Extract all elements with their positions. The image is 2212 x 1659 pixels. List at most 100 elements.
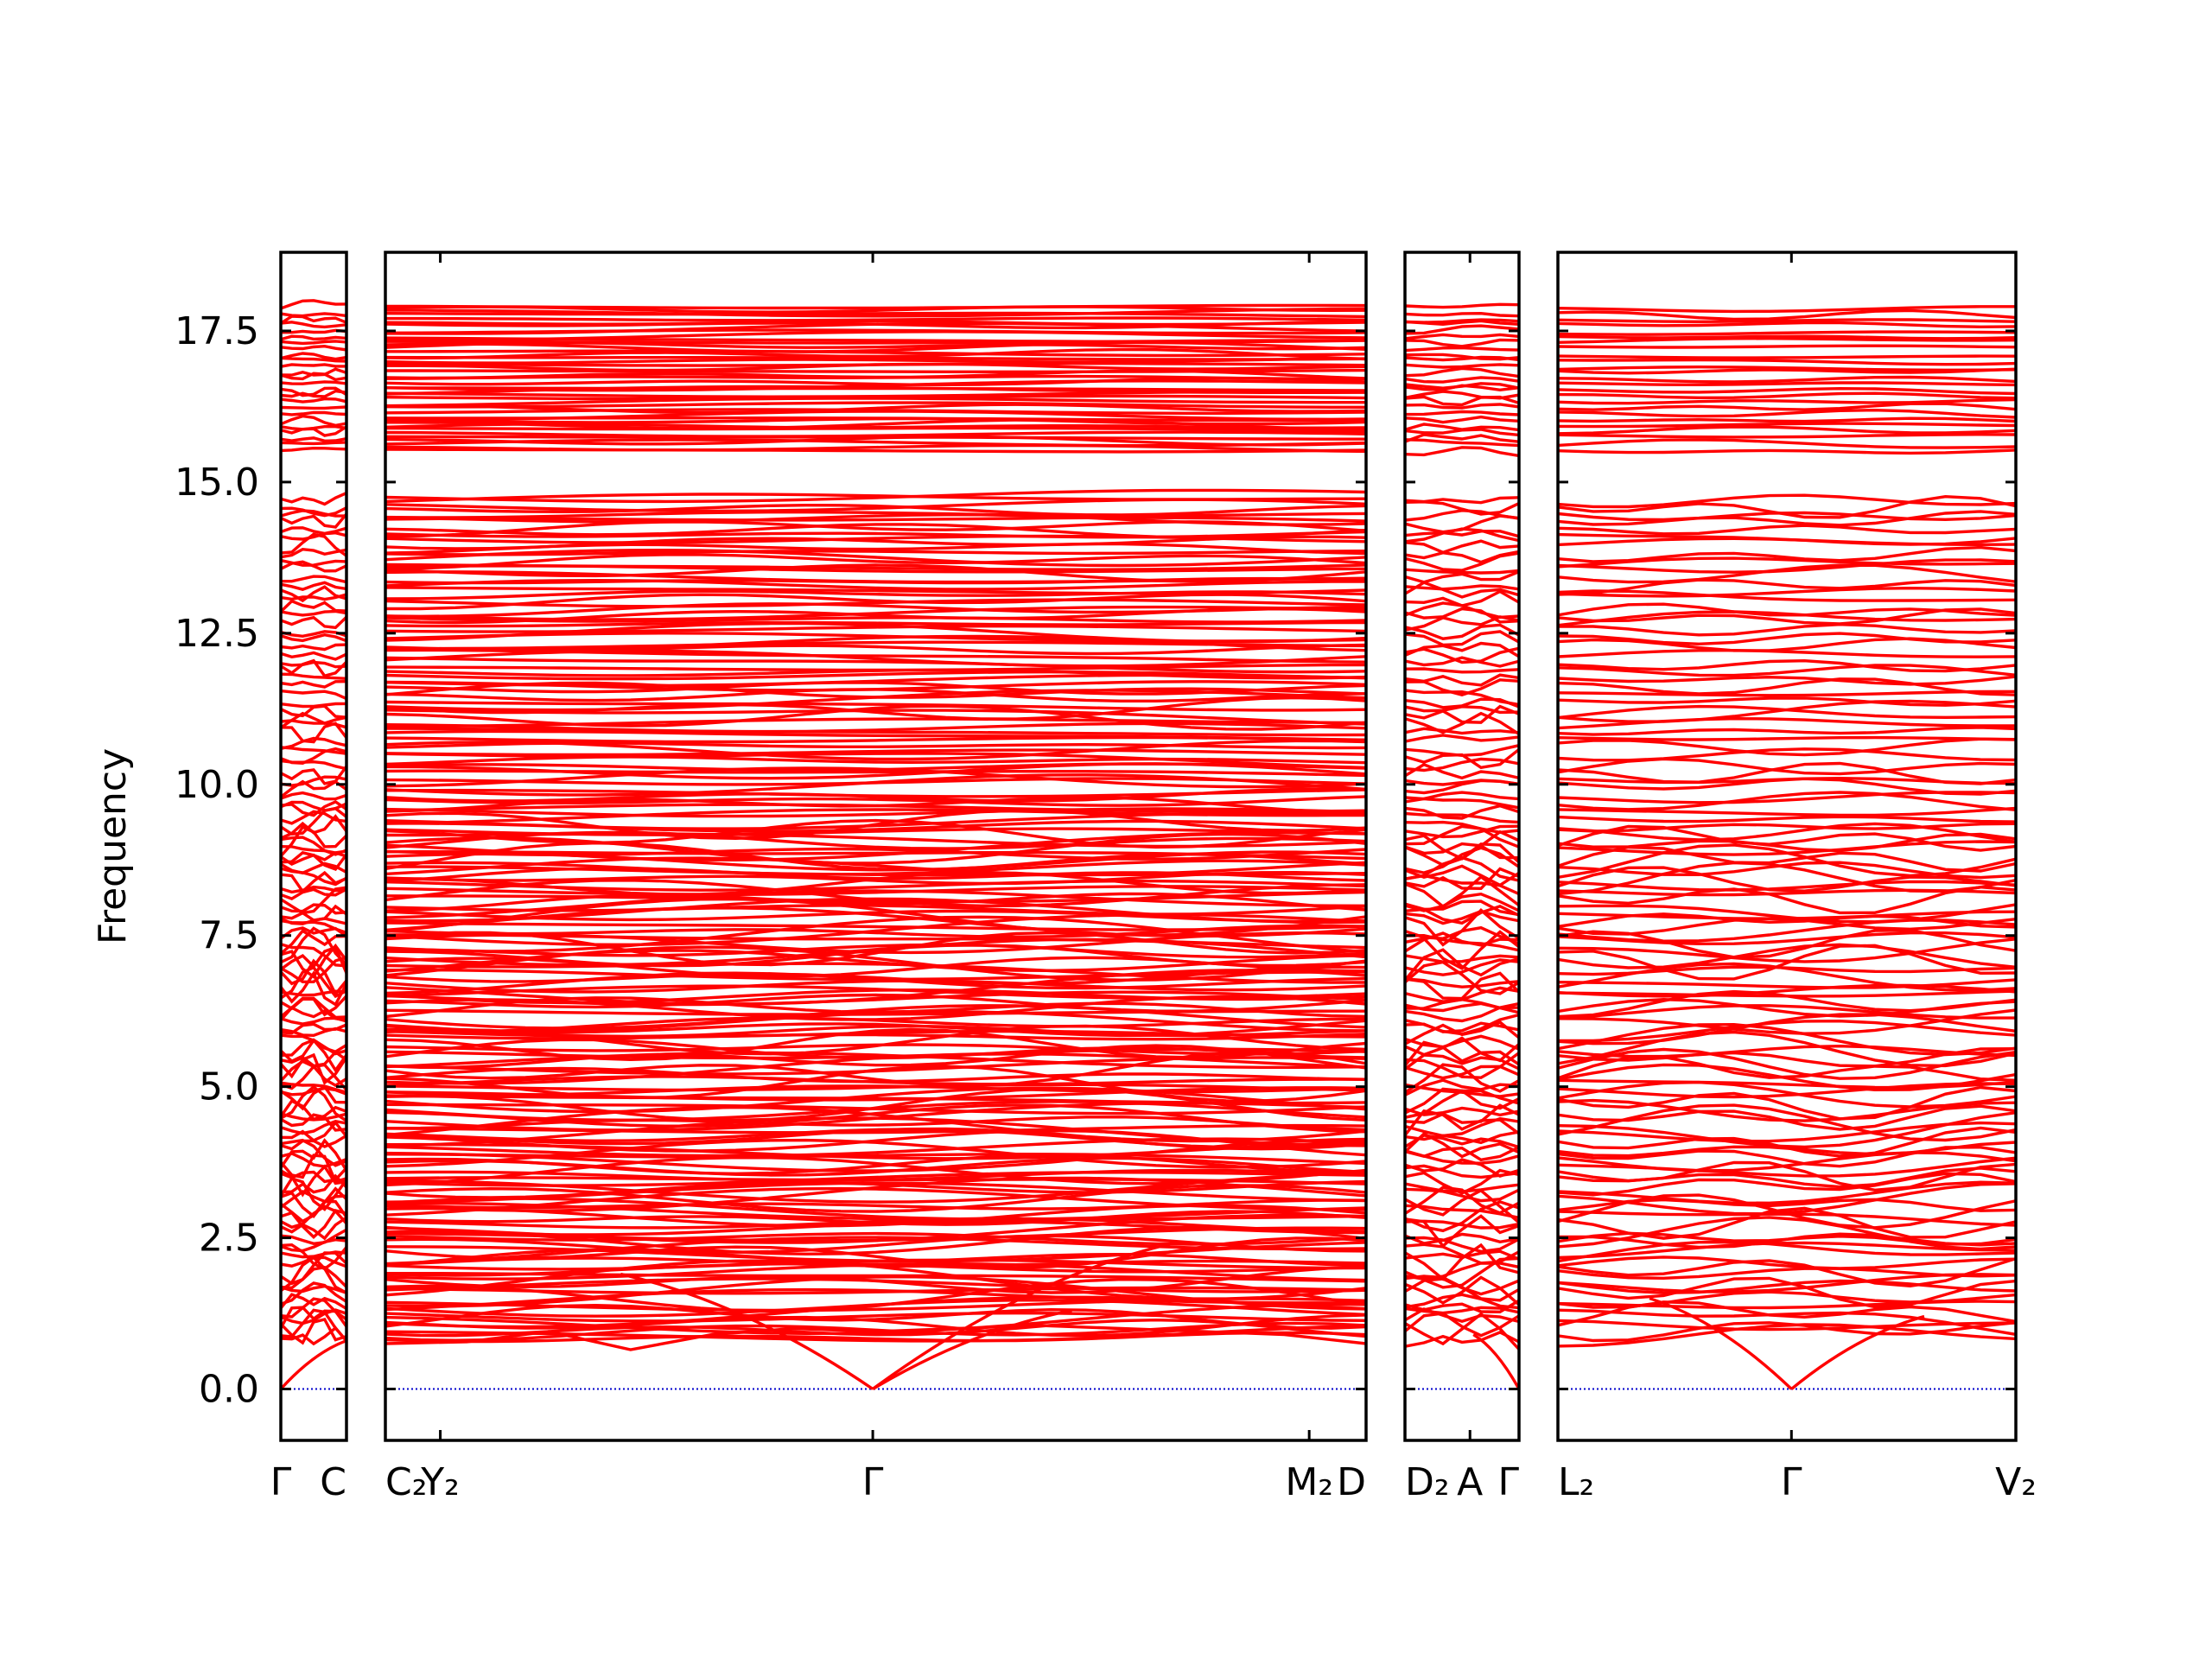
x-tick-label: A [1457,1460,1483,1504]
band-line [385,563,1366,571]
band-line [1558,1151,2016,1173]
band-line [1558,1240,2016,1263]
band-line [385,340,1366,353]
panel-0 [279,251,348,1442]
band-line [1405,931,1519,953]
band-line [1558,840,2016,856]
band-line [1405,1130,1519,1145]
band-line [281,1099,346,1122]
band-line [1558,1004,2016,1020]
band-line [1405,1052,1519,1079]
band-line [281,711,346,729]
band-line [1405,607,1519,624]
acoustic-branch [1472,1333,1519,1390]
band-line [385,1231,1366,1246]
band-line [1405,550,1519,564]
band-line [1405,324,1519,335]
band-line [385,330,1366,342]
band-line [1405,446,1519,458]
band-line [385,969,1366,1006]
band-line [1405,892,1519,912]
band-line [1558,1019,2016,1043]
band-line [1558,735,2016,741]
band-line [1405,1185,1519,1215]
band-line [385,663,1366,672]
band-line [1558,861,2016,896]
band-line [1558,1308,2016,1337]
band-lines [385,303,1366,1390]
band-line [1558,696,2016,707]
band-line [281,389,346,398]
band-line [385,349,1366,358]
band-line [281,1228,346,1246]
band-line [385,593,1366,611]
band-line [1558,438,2016,449]
band-line [385,984,1366,1001]
band-line [1558,658,2016,673]
band-line [281,599,346,613]
x-tick-label: Γ [270,1460,292,1504]
band-line [385,1138,1366,1169]
band-line [1558,375,2016,384]
band-line [385,1198,1366,1211]
x-tick-label: D [1337,1460,1366,1504]
band-line [1558,493,2016,509]
band-line [385,879,1366,907]
band-line [1405,1087,1519,1115]
band-line [1558,1103,2016,1142]
band-line [1558,944,2016,981]
band-line [281,800,346,812]
band-line [385,979,1366,994]
band-line [281,1173,346,1194]
band-line [1558,1267,2016,1281]
band-line [281,397,346,404]
band-line [1405,363,1519,369]
band-line [1558,690,2016,697]
band-line [385,1050,1366,1088]
band-line [1405,438,1519,448]
band-line [281,492,346,506]
band-line [385,586,1366,595]
band-line [1405,390,1519,400]
band-line [385,727,1366,737]
band-line [1405,1078,1519,1096]
band-line [1558,885,2016,915]
band-line [1558,397,2016,405]
band-line [1405,908,1519,947]
band-line [1405,646,1519,664]
x-tick-label: M₂ [1285,1460,1333,1504]
band-line [1558,1206,2016,1240]
band-line [281,765,346,785]
band-line [1558,699,2016,723]
band-line [1558,334,2016,340]
band-line [1558,391,2016,400]
band-line [1405,433,1519,443]
band-line [1405,1168,1519,1195]
band-line [385,513,1366,526]
band-line [1405,1232,1519,1245]
band-line [385,311,1366,319]
y-tick-label: 12.5 [175,612,259,656]
band-line [1558,806,2016,817]
band-line [281,328,346,334]
band-line [1558,422,2016,429]
band-line [385,897,1366,937]
band-line [281,1284,346,1294]
band-line [1558,358,2016,366]
band-line [1405,689,1519,707]
band-line [281,1033,346,1054]
panel-frame [279,251,348,1442]
x-tick-label: Y₂ [420,1460,460,1504]
band-line [385,602,1366,619]
band-line [281,660,346,669]
band-line [1558,1182,2016,1216]
band-line [1558,903,2016,924]
band-line [281,995,346,1017]
x-tick-label: C₂ [385,1460,427,1504]
band-line [1558,822,2016,833]
band-line [385,681,1366,696]
band-line [1558,1256,2016,1288]
band-line [281,680,346,689]
band-line [385,933,1366,950]
band-line [1558,815,2016,823]
